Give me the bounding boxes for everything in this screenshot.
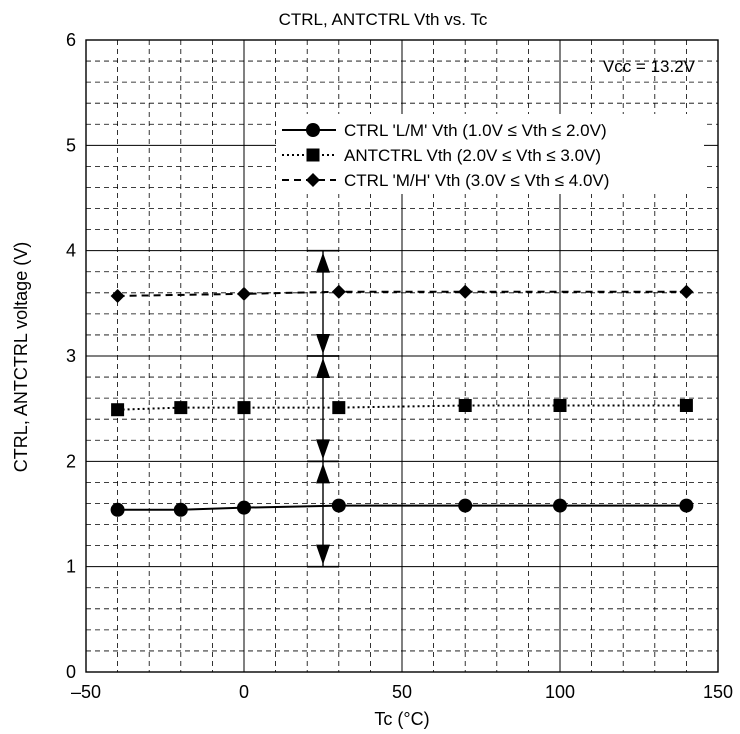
legend-label-ctrl-lm: CTRL 'L/M' Vth (1.0V ≤ Vth ≤ 2.0V) [344,121,607,140]
range-bar-arrowhead [316,252,330,273]
x-tick-label: 150 [703,682,733,702]
y-tick-label: 2 [66,451,76,471]
data-point-ctrl-lm [237,500,251,515]
plot-frame [85,39,719,673]
data-point-antctrl [237,401,251,415]
y-tick-label: 5 [66,135,76,155]
y-tick-label: 4 [66,241,76,261]
legend-label-ctrl-mh: CTRL 'M/H' Vth (3.0V ≤ Vth ≤ 4.0V) [344,171,609,190]
y-tick-label: 0 [66,662,76,682]
legend-background [276,114,704,194]
series-layer [110,284,694,517]
y-tick-labels: 0 1 2 3 4 5 6 [66,30,76,682]
range-bar-3 [307,249,339,357]
range-bar-arrowhead [316,463,330,484]
y-tick-label: 6 [66,30,76,50]
x-tick-label: 100 [545,682,575,702]
data-point-ctrl-lm [110,502,125,517]
data-point-ctrl-lm [458,498,473,513]
data-point-ctrl-lm [173,502,188,517]
y-tick-label: 3 [66,346,76,366]
x-axis-label: Tc (°C) [374,709,429,729]
range-bar-arrowhead [316,334,330,354]
data-point-ctrl-mh [458,284,473,299]
legend-marker-ctrl-lm [306,123,320,137]
y-axis-label: CTRL, ANTCTRL voltage (V) [11,242,31,472]
range-bar-arrowhead [316,439,330,460]
range-bars [307,249,339,568]
data-point-antctrl [174,401,188,415]
vcc-annotation: Vcc = 13.2V [603,57,696,76]
data-point-ctrl-lm [679,498,694,513]
legend-marker-ctrl-mh [306,173,320,187]
data-point-antctrl [332,401,346,415]
range-bar-arrowhead [316,544,330,565]
x-tick-label: 50 [392,682,412,702]
legend: CTRL 'L/M' Vth (1.0V ≤ Vth ≤ 2.0V) ANTCTR… [276,114,704,194]
legend-label-antctrl: ANTCTRL Vth (2.0V ≤ Vth ≤ 3.0V) [344,146,601,165]
chart-title: CTRL, ANTCTRL Vth vs. Tc [279,10,488,29]
y-tick-label: 1 [66,557,76,577]
legend-marker-antctrl [306,148,320,162]
data-point-ctrl-lm [331,498,346,513]
data-point-ctrl-mh [237,286,251,301]
x-tick-label: –50 [71,682,101,702]
data-point-ctrl-mh [679,284,694,299]
data-point-ctrl-mh [110,288,125,303]
data-point-ctrl-lm [553,498,567,513]
data-point-ctrl-mh [331,284,346,299]
data-point-antctrl [111,403,125,417]
data-point-antctrl [679,399,693,413]
data-point-antctrl [458,399,472,413]
range-bar-arrowhead [316,358,330,378]
x-tick-labels: –50 0 50 100 150 [71,682,733,702]
data-point-antctrl [553,399,567,413]
x-tick-label: 0 [239,682,249,702]
range-bar-1 [307,460,339,568]
range-bar-2 [307,355,339,463]
